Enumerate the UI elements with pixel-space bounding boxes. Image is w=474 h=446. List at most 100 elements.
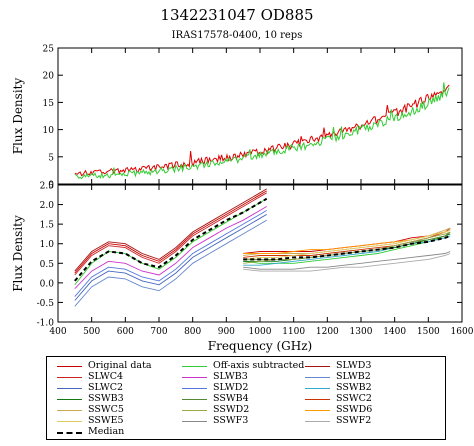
chart-subtitle: IRAS17578-0400, 10 reps [171, 30, 303, 41]
y-tick-label: 25 [43, 45, 55, 55]
x-tick-label: 1000 [249, 327, 272, 337]
legend-swatch [57, 377, 82, 378]
legend-label: SLWC2 [88, 382, 124, 393]
legend-swatch [182, 377, 207, 378]
legend-item: SLWB2 [305, 371, 425, 383]
y-axis-label: Flux Density [11, 215, 25, 292]
legend-label: SLWB2 [336, 371, 371, 382]
y-tick-label: 5 [48, 153, 54, 163]
series-line-off-axis-subtracted-0 [74, 82, 450, 180]
y-tick-label: -1.0 [37, 319, 55, 329]
legend-swatch [182, 388, 207, 389]
x-tick-label: 800 [184, 327, 201, 337]
x-tick-label: 500 [83, 327, 100, 337]
y-tick-label: 10 [43, 126, 55, 136]
legend-label: SSWD2 [213, 404, 250, 415]
legend: Original data Off-axis subtracted SLWD3 SLW… [46, 356, 446, 440]
legend-label: SSWC5 [88, 404, 124, 415]
legend-item: SLWD2 [182, 382, 302, 394]
y-tick-label: 1.0 [40, 240, 55, 250]
x-tick-label: 400 [49, 327, 66, 337]
legend-swatch [57, 432, 82, 434]
legend-item: SSWD2 [182, 404, 302, 416]
legend-label: SSWD6 [336, 404, 373, 415]
legend-label: Median [88, 426, 125, 437]
series-line-slwb3-0 [74, 206, 267, 290]
legend-item: SLWD3 [305, 360, 425, 372]
x-tick-label: 1300 [350, 327, 373, 337]
chart-title: 1342231047 OD885 [160, 6, 314, 24]
figure: 0 5 10 15 20 25 Flux Density -1.0 -0.5 0.0 0.5 1.0 1… [11, 45, 474, 354]
legend-label: SLWD3 [336, 360, 372, 371]
legend-swatch [57, 421, 82, 422]
legend-item: Median [57, 426, 177, 438]
series-line-sswf2-0 [243, 253, 451, 272]
legend-swatch [182, 421, 207, 422]
series-line-off-axis-subtracted-0 [74, 198, 267, 286]
y-axis-label: Flux Density [11, 78, 25, 155]
legend-label: SLWD2 [213, 382, 249, 393]
series-line-original-data-0 [74, 190, 267, 274]
legend-swatch [305, 410, 330, 411]
series-line-slwc4-0 [74, 192, 267, 276]
series-line-median-0 [74, 197, 268, 282]
legend-label: SLWB3 [213, 371, 248, 382]
legend-label: SSWB2 [336, 382, 372, 393]
series-line-original-data-0 [74, 84, 450, 177]
series-line-slwd3-0 [74, 188, 267, 272]
series-line-slwb2-0 [74, 219, 267, 307]
legend-label: SSWC2 [336, 393, 372, 404]
legend-swatch [57, 388, 82, 389]
legend-label: SLWC4 [88, 371, 124, 382]
y-tick-label: 0.0 [40, 279, 55, 289]
legend-label: SSWE5 [88, 415, 124, 426]
y-tick-label: 2.0 [40, 201, 55, 211]
series-line-median-1 [243, 234, 451, 261]
panel-top: 0 5 10 15 20 25 Flux Density [11, 45, 463, 191]
legend-swatch [305, 399, 330, 400]
x-tick-label: 1600 [451, 327, 474, 337]
y-tick-label: -0.5 [37, 299, 55, 309]
legend-item: SLWC2 [57, 382, 177, 394]
series-line-sswf3-0 [243, 251, 451, 270]
legend-label: SSWF3 [213, 415, 249, 426]
x-tick-label: 900 [218, 327, 235, 337]
legend-swatch [305, 377, 330, 378]
legend-item: Original data [57, 360, 177, 372]
legend-item: SSWF2 [305, 415, 425, 427]
legend-item: SSWB3 [57, 393, 177, 405]
x-tick-label: 600 [117, 327, 134, 337]
legend-swatch [182, 366, 207, 367]
x-tick-label: 700 [150, 327, 167, 337]
series-line-sswe5-0 [243, 229, 451, 260]
legend-item: SSWC2 [305, 393, 425, 405]
legend-label: SSWB4 [213, 393, 249, 404]
legend-item: SSWE5 [57, 415, 177, 427]
legend-label: Off-axis subtracted [213, 360, 305, 371]
x-tick-label: 1200 [316, 327, 339, 337]
legend-swatch [57, 399, 82, 400]
legend-label: Original data [88, 360, 152, 371]
legend-swatch [305, 421, 330, 422]
y-tick-label: 20 [43, 72, 55, 82]
y-tick-label: 15 [43, 99, 55, 109]
legend-swatch [182, 410, 207, 411]
legend-swatch [57, 366, 82, 367]
legend-swatch [57, 410, 82, 411]
series-line-slwc2-0 [74, 214, 267, 301]
legend-label: SSWF2 [336, 415, 372, 426]
y-tick-label: 0 [48, 181, 54, 191]
y-tick-label: 1.5 [40, 221, 55, 231]
x-axis-label: Frequency (GHz) [208, 339, 312, 353]
legend-item: SLWC4 [57, 371, 177, 383]
legend-item: SSWC5 [57, 404, 177, 416]
legend-item: Off-axis subtracted [182, 360, 305, 372]
series-line-slwd2-0 [74, 210, 267, 297]
legend-label: SSWB3 [88, 393, 124, 404]
legend-swatch [305, 388, 330, 389]
legend-swatch [182, 399, 207, 400]
legend-swatch [305, 366, 330, 367]
legend-item: SSWB4 [182, 393, 302, 405]
legend-item: SSWD6 [305, 404, 425, 416]
legend-item: SSWF3 [182, 415, 302, 427]
